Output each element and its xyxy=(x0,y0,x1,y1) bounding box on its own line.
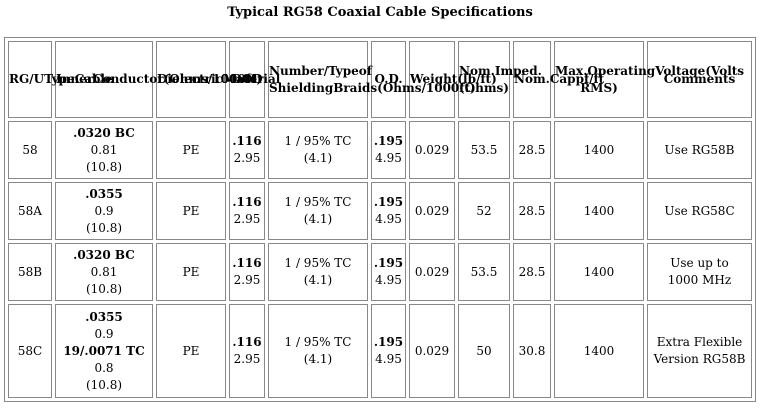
cell-weight: 0.029 xyxy=(409,243,455,301)
cell-voltage: 1400 xyxy=(554,243,644,301)
cell-voltage: 1400 xyxy=(554,304,644,398)
cell-comments: Use RG58C xyxy=(647,182,752,240)
cell-impedance: 53.5 xyxy=(458,121,510,179)
cell-impedance: 50 xyxy=(458,304,510,398)
cell-shielding: 1 / 95% TC (4.1) xyxy=(268,304,368,398)
cell-comments: Use up to 1000 MHz xyxy=(647,243,752,301)
cell-type: 58C xyxy=(8,304,52,398)
cell-shielding: 1 / 95% TC (4.1) xyxy=(268,243,368,301)
cell-impedance: 52 xyxy=(458,182,510,240)
header-comments: Comments xyxy=(647,41,752,118)
header-od: O.D. xyxy=(371,41,406,118)
table-row: 58A .0355 0.9 (10.8) PE .116 2.95 1 / 95% T… xyxy=(8,182,752,240)
header-inner-conductor: InnerConductor(Ohms/1000ft) xyxy=(55,41,262,118)
cell-dielectric: PE xyxy=(156,182,226,240)
cell-voltage: 1400 xyxy=(554,182,644,240)
cell-dod: .116 2.95 xyxy=(229,121,265,179)
cell-od: .195 4.95 xyxy=(371,304,406,398)
cell-type: 58B xyxy=(8,243,52,301)
cell-capacitance: 28.5 xyxy=(513,182,551,240)
cell-inner-conductor: .0320 BC 0.81 (10.8) xyxy=(55,121,153,179)
cell-od: .195 4.95 xyxy=(371,182,406,240)
cell-voltage: 1400 xyxy=(554,121,644,179)
cell-capacitance: 28.5 xyxy=(513,243,551,301)
header-weight: Weight(lb/ft) xyxy=(409,41,497,118)
cell-shielding: 1 / 95% TC (4.1) xyxy=(268,182,368,240)
header-impedance: Nom.Imped.(Ohms) xyxy=(458,41,542,118)
cell-inner-conductor: .0355 0.9 (10.8) xyxy=(55,182,153,240)
table-row: 58B .0320 BC 0.81 (10.8) PE .116 2.95 1 / 9… xyxy=(8,243,752,301)
cell-dielectric: PE xyxy=(156,243,226,301)
cell-dod: .116 2.95 xyxy=(229,182,265,240)
cell-dielectric: PE xyxy=(156,304,226,398)
cell-comments: Extra Flexible Version RG58B xyxy=(647,304,752,398)
header-voltage: Max.OperatingVoltage(Volts RMS) xyxy=(554,41,744,118)
cell-dielectric: PE xyxy=(156,121,226,179)
cell-inner-conductor: .0320 BC 0.81 (10.8) xyxy=(55,243,153,301)
header-capacitance: Nom.Cappf/ft xyxy=(513,41,604,118)
table-row: 58C .0355 0.9 19/.0071 TC 0.8 (10.8) PE .116… xyxy=(8,304,752,398)
cell-type: 58 xyxy=(8,121,52,179)
cell-dod: .116 2.95 xyxy=(229,243,265,301)
cell-od: .195 4.95 xyxy=(371,121,406,179)
cell-capacitance: 28.5 xyxy=(513,121,551,179)
cell-type: 58A xyxy=(8,182,52,240)
cell-comments: Use RG58B xyxy=(647,121,752,179)
cell-dod: .116 2.95 xyxy=(229,304,265,398)
cell-weight: 0.029 xyxy=(409,182,455,240)
specifications-table: RG/UTypeCable InnerConductor(Ohms/1000ft… xyxy=(4,37,756,402)
cell-inner-conductor: .0355 0.9 19/.0071 TC 0.8 (10.8) xyxy=(55,304,153,398)
cell-impedance: 53.5 xyxy=(458,243,510,301)
header-dod: DOD xyxy=(229,41,265,118)
header-type: RG/UTypeCable xyxy=(8,41,113,118)
cell-weight: 0.029 xyxy=(409,121,455,179)
header-row: RG/UTypeCable InnerConductor(Ohms/1000ft… xyxy=(8,41,752,118)
cell-weight: 0.029 xyxy=(409,304,455,398)
header-dielectric: DielectricMaterial xyxy=(156,41,280,118)
table-row: 58 .0320 BC 0.81 (10.8) PE .116 2.95 1 / 95… xyxy=(8,121,752,179)
cell-capacitance: 30.8 xyxy=(513,304,551,398)
cell-od: .195 4.95 xyxy=(371,243,406,301)
header-shielding: Number/Typeof ShieldingBraids(Ohms/1000f… xyxy=(268,41,476,118)
cell-shielding: 1 / 95% TC (4.1) xyxy=(268,121,368,179)
page-title: Typical RG58 Coaxial Cable Specification… xyxy=(227,5,533,20)
